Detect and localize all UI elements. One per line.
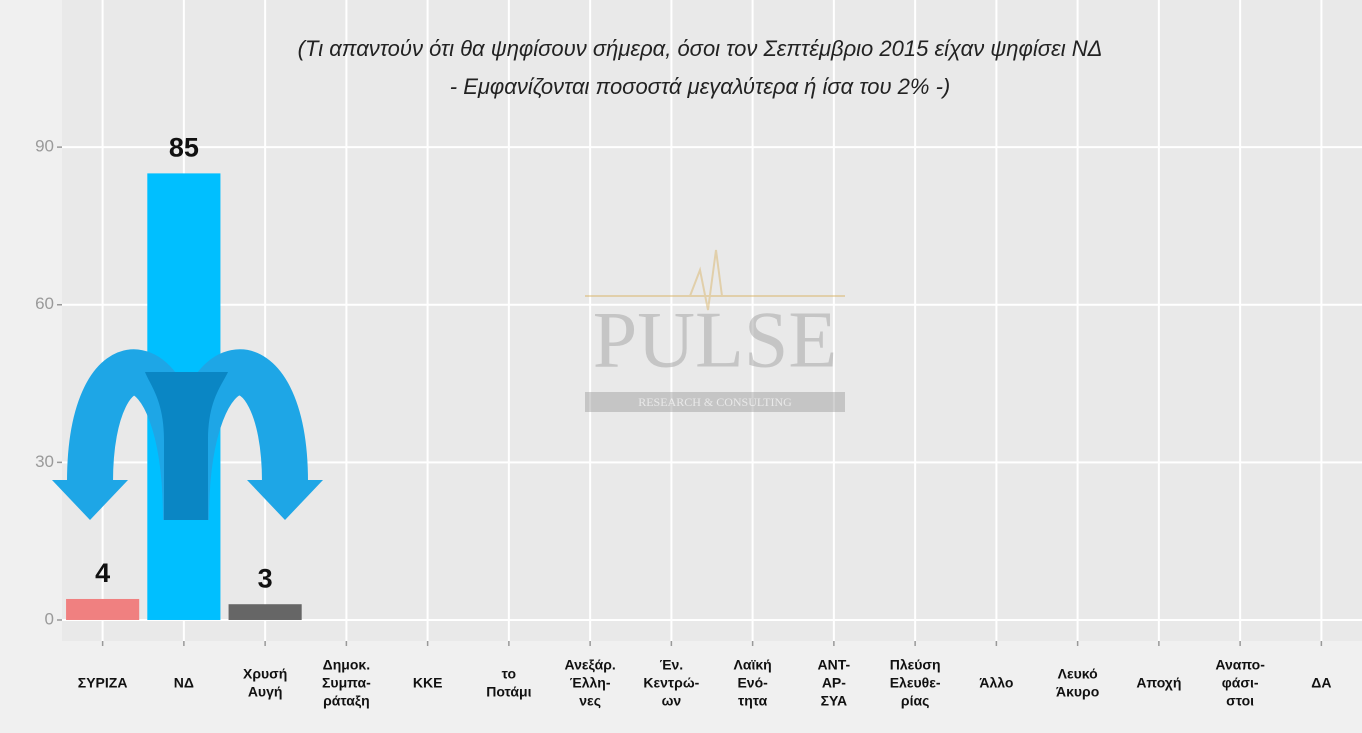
x-tick-label: Αποχή [1136, 675, 1181, 691]
y-tick-label: 90 [35, 137, 54, 156]
watermark: PULSE RESEARCH & CONSULTING [585, 249, 845, 412]
y-tick-label: 60 [35, 294, 54, 313]
x-tick-label: φάσι- [1222, 675, 1259, 691]
y-tick-label: 0 [45, 609, 54, 628]
x-tick-label: το [502, 666, 516, 682]
bar [66, 598, 140, 620]
x-tick-label: ων [662, 693, 682, 709]
x-tick-label: Ποτάμι [486, 684, 531, 700]
arrow-head [52, 480, 128, 520]
arrow-overlap [145, 372, 228, 520]
x-tick-label: Έλλη- [570, 675, 611, 691]
x-tick-label: Ενό- [737, 675, 768, 691]
x-tick-label: ΔΑ [1311, 675, 1331, 691]
x-tick-label: Άκυρο [1056, 684, 1099, 700]
x-tick-label: ΝΔ [174, 675, 194, 691]
x-tick-label: Αυγή [248, 684, 283, 700]
x-tick-label: Έν. [660, 657, 684, 673]
x-tick-label: ΚΚΕ [413, 675, 443, 691]
value-label: 4 [95, 558, 110, 588]
value-label: 3 [258, 563, 273, 593]
x-tick-label: Χρυσή [243, 666, 287, 682]
x-tick-label: νες [579, 693, 601, 709]
x-tick-label: ΑΝΤ- [818, 657, 851, 673]
grid [62, 0, 1362, 641]
watermark-band [585, 392, 845, 412]
x-tick-label: ράταξη [323, 693, 370, 709]
x-tick-label: ρίας [901, 693, 929, 709]
y-tick-label: 30 [35, 452, 54, 471]
x-tick-label: Κεντρώ- [643, 675, 699, 691]
watermark-subtext: RESEARCH & CONSULTING [638, 395, 792, 409]
bar [228, 604, 302, 620]
arrows [52, 349, 323, 521]
plot-panel [62, 0, 1362, 641]
watermark-pulse [689, 249, 723, 311]
x-tick-label: ΑΡ- [822, 675, 846, 691]
value-label: 85 [169, 133, 199, 163]
subtitle: (Τι απαντούν ότι θα ψηφίσουν σήμερα, όσο… [298, 36, 1103, 61]
x-tick-label: τητα [738, 693, 768, 709]
x-tick-label: Πλεύση [890, 657, 941, 673]
x-tick-label: Λαϊκή [734, 657, 772, 673]
x-tick-label: Συμπα- [322, 675, 371, 691]
x-tick-label: ΣΥΑ [821, 693, 848, 709]
watermark-text: PULSE [593, 296, 838, 384]
x-tick-label: στοι [1226, 693, 1254, 709]
x-tick-label: Άλλο [979, 675, 1013, 691]
x-tick-label: Λευκό [1058, 666, 1098, 682]
subtitle: - Εμφανίζονται ποσοστά μεγαλύτερα ή ίσα … [450, 74, 950, 99]
x-tick-label: Ελευθε- [890, 675, 941, 691]
x-tick-label: Αναπο- [1215, 657, 1265, 673]
x-tick-label: Δημοκ. [323, 657, 370, 673]
x-tick-label: ΣΥΡΙΖΑ [78, 675, 128, 691]
x-tick-label: Ανεξάρ. [565, 657, 616, 673]
arrow-head [247, 480, 323, 520]
